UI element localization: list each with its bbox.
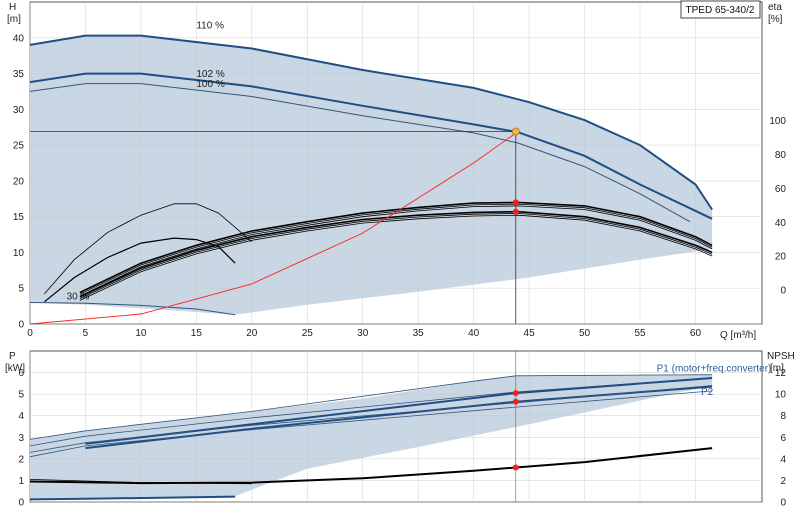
power-operating-point [512,464,519,471]
power-operating-point [512,398,519,405]
eta-y-tick-label: 60 [775,184,787,195]
eta-y-tick-label: 40 [775,218,787,229]
npsh-y-tick-label: 10 [775,390,787,401]
efficiency-curve [79,210,713,298]
operating-point [511,127,520,136]
power-operating-point [512,390,519,397]
npsh-y-tick-label: 6 [780,433,786,444]
power-y-title-line2: [kW] [5,363,25,374]
speed-curve [29,34,713,211]
system-curve [29,131,519,325]
model-box [680,0,761,19]
eta-y-title-line2: [%] [768,14,783,25]
power-series-label: P2 [701,387,714,398]
speed-curve [29,302,236,316]
head-x-tick-label: 45 [524,328,536,339]
speed-curve-label: 110 % [196,20,224,31]
head-x-tick-label: 50 [579,328,591,339]
power-curve [29,390,713,458]
power-y-title-line1: P [9,351,16,362]
power-y-tick-label: 0 [18,498,24,509]
eta-y-tick-label: 20 [775,252,787,263]
npsh-y-tick-label: 12 [775,368,787,379]
efficiency-point [512,199,519,206]
npsh-y-tick-label: 0 [780,498,786,509]
head-y-tick-label: 20 [13,176,25,187]
eta-y-title-line1: eta [768,2,782,13]
npsh-y-title-line2: [m] [770,363,784,374]
head-x-tick-label: 0 [27,328,33,339]
speed-curve [29,83,691,223]
head-x-title: Q [m³/h] [720,330,756,341]
head-y-tick-label: 30 [13,105,25,116]
speed-curve-label: 102 % [196,69,224,80]
head-y-tick-label: 15 [13,212,25,223]
speed-curve [29,72,713,220]
npsh-y-tick-label: 4 [780,454,786,465]
head-x-tick-label: 10 [135,328,147,339]
power-y-tick-label: 4 [18,411,24,422]
model-label: TPED 65-340/2 [686,5,755,16]
power-curve [29,495,236,501]
head-y-tick-label: 5 [18,284,24,295]
eta-y-tick-label: 80 [775,150,787,161]
efficiency-curve [79,212,713,299]
efficiency-curve-low [44,203,253,295]
npsh-y-tick-label: 8 [780,411,786,422]
efficiency-point [512,208,519,215]
efficiency-curve [79,201,713,294]
speed-curve-label: 30 % [67,292,90,303]
head-x-tick-label: 60 [690,328,702,339]
eta-y-tick-label: 100 [769,116,786,127]
power-y-tick-label: 1 [18,476,24,487]
head-x-tick-label: 5 [83,328,89,339]
efficiency-curve [79,203,713,295]
eta-y-tick-label: 0 [780,286,786,297]
head-y-tick-label: 25 [13,141,25,152]
power-y-tick-label: 3 [18,433,24,444]
npsh-y-title-line1: NPSH [767,351,795,362]
head-x-tick-label: 15 [191,328,203,339]
efficiency-curve [79,214,713,301]
chart-marks: 110 % 102 %100 % 30 % P1 (motor+freq.conver… [29,20,772,502]
power-y-tick-label: 2 [18,454,24,465]
power-curve [29,385,713,453]
head-y-tick-label: 40 [13,33,25,44]
efficiency-curve-low [44,237,236,303]
head-y-title-line1: H [9,2,16,13]
power-y-tick-label: 6 [18,368,24,379]
head-x-tick-label: 30 [357,328,369,339]
head-chart-frame: 0 5 10 15 20 25 30 35 40 45 50 55 60 0 5 10 15 20 25 30 35 40… [13,1,787,339]
head-x-tick-label: 40 [468,328,480,339]
power-curve [29,374,713,440]
head-y-tick-label: 10 [13,248,25,259]
head-y-tick-label: 0 [18,320,24,331]
head-y-tick-label: 35 [13,69,25,80]
head-x-tick-label: 20 [246,328,258,339]
speed-curve-label: 100 % [196,79,224,90]
head-y-title-line2: [m] [7,14,21,25]
head-x-tick-label: 55 [634,328,646,339]
npsh-y-tick-label: 2 [780,476,786,487]
power-y-tick-label: 5 [18,390,24,401]
head-x-tick-label: 35 [413,328,425,339]
efficiency-curve [79,205,713,297]
head-x-tick-label: 25 [302,328,314,339]
npsh-curve-low [29,479,252,485]
power-series-label: P1 (motor+freq.converter) [657,363,772,374]
